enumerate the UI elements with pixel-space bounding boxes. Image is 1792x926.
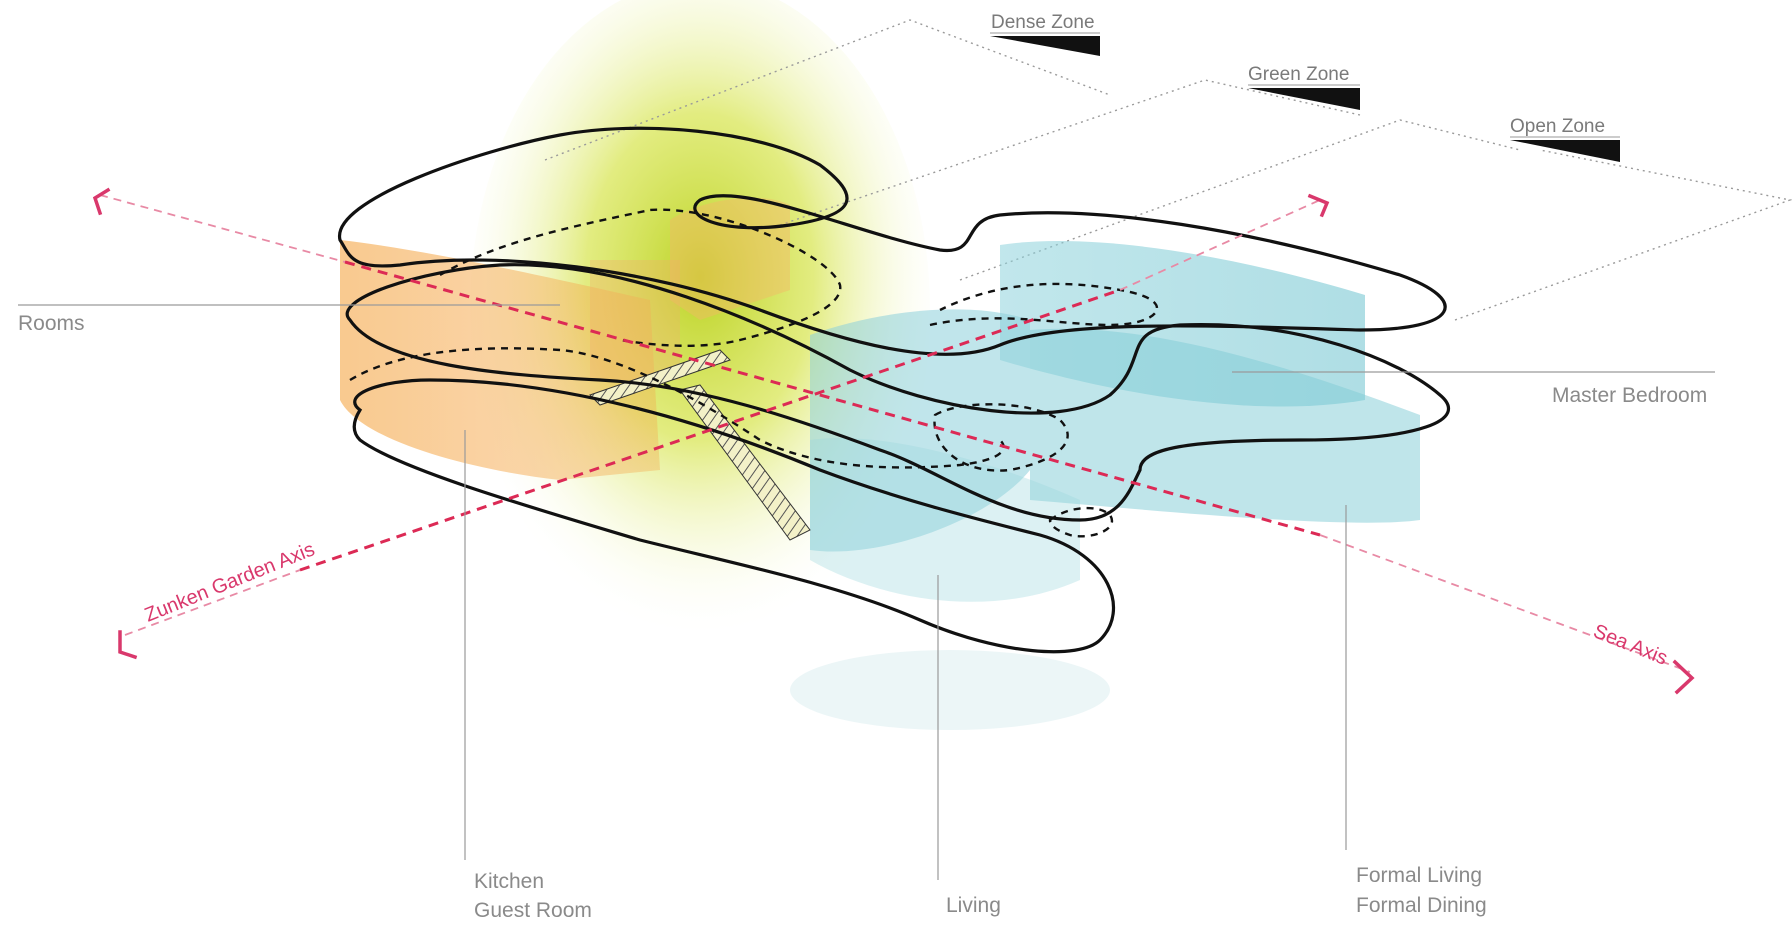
master-bedroom-label: Master Bedroom [1552,384,1707,407]
zone-green-wedge-icon [1248,88,1360,110]
zone-dense-label: Dense Zone [991,12,1095,33]
zone-guides [544,19,1792,321]
zone-open-wedge-icon [1510,140,1620,162]
bracket-top-right-icon [1307,193,1330,218]
leader-lines [18,304,1715,880]
zone-dense-wedge-icon [990,36,1100,56]
zone-open-label: Open Zone [1510,116,1605,137]
axes [92,187,1695,695]
kitchen-label: Kitchen [474,870,544,893]
floor-outlines [338,126,1451,654]
zone-open: Open Zone [1510,116,1620,162]
bracket-top-left-icon [92,187,111,216]
staircase [589,349,811,541]
living-label: Living [946,894,1001,917]
zone-dense: Dense Zone [990,12,1100,56]
garden-axis-label: Zunken Garden Axis [142,538,318,626]
formal-dining-label: Formal Dining [1356,894,1487,917]
rooms-label: Rooms [18,312,85,335]
dashed-outlines [349,208,1159,538]
guest-room-label: Guest Room [474,899,592,922]
sea-axis-label: Sea Axis [1590,620,1670,670]
bracket-bottom-left-icon [118,630,138,660]
formal-living-label: Formal Living [1356,864,1482,887]
zone-green: Green Zone [1248,64,1360,110]
zone-green-label: Green Zone [1248,64,1349,85]
bracket-bottom-right-icon [1672,659,1695,695]
